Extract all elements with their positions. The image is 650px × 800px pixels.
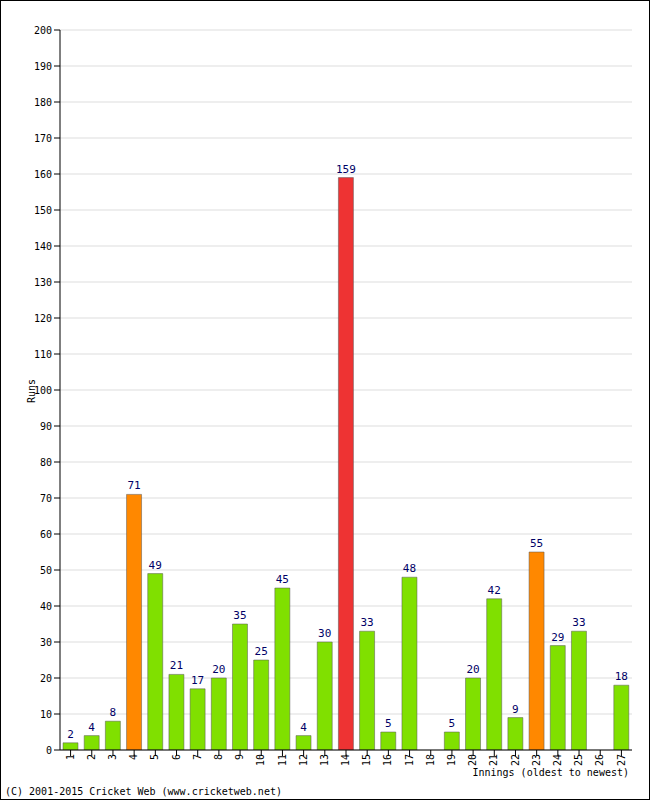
svg-text:180: 180 bbox=[34, 97, 52, 108]
svg-text:42: 42 bbox=[488, 584, 501, 597]
svg-text:21: 21 bbox=[170, 659, 183, 672]
svg-text:6: 6 bbox=[171, 754, 182, 760]
svg-text:71: 71 bbox=[127, 479, 140, 492]
svg-text:130: 130 bbox=[34, 277, 52, 288]
svg-text:2: 2 bbox=[67, 728, 74, 741]
svg-text:159: 159 bbox=[336, 163, 356, 176]
svg-text:23: 23 bbox=[531, 754, 542, 766]
svg-text:30: 30 bbox=[318, 627, 331, 640]
svg-text:4: 4 bbox=[88, 721, 95, 734]
svg-text:11: 11 bbox=[277, 754, 288, 766]
svg-text:26: 26 bbox=[594, 754, 605, 766]
svg-text:14: 14 bbox=[340, 754, 351, 766]
svg-text:60: 60 bbox=[40, 529, 52, 540]
svg-text:33: 33 bbox=[360, 616, 373, 629]
svg-text:15: 15 bbox=[361, 754, 372, 766]
svg-text:120: 120 bbox=[34, 313, 52, 324]
svg-text:8: 8 bbox=[110, 706, 117, 719]
svg-text:33: 33 bbox=[572, 616, 585, 629]
html-text:Runs: Runs bbox=[25, 379, 37, 403]
svg-text:20: 20 bbox=[212, 663, 225, 676]
svg-text:18: 18 bbox=[425, 754, 436, 766]
svg-text:9: 9 bbox=[234, 754, 245, 760]
svg-text:18: 18 bbox=[615, 670, 628, 683]
svg-text:30: 30 bbox=[40, 637, 52, 648]
svg-text:48: 48 bbox=[403, 562, 416, 575]
svg-text:10: 10 bbox=[255, 754, 266, 766]
svg-text:20: 20 bbox=[40, 673, 52, 684]
svg-text:5: 5 bbox=[385, 717, 392, 730]
svg-text:70: 70 bbox=[40, 493, 52, 504]
svg-text:29: 29 bbox=[551, 631, 564, 644]
svg-text:25: 25 bbox=[573, 754, 584, 766]
svg-text:22: 22 bbox=[510, 754, 521, 766]
svg-text:170: 170 bbox=[34, 133, 52, 144]
svg-text:4: 4 bbox=[300, 721, 307, 734]
svg-text:190: 190 bbox=[34, 61, 52, 72]
svg-text:25: 25 bbox=[255, 645, 268, 658]
svg-text:13: 13 bbox=[319, 754, 330, 766]
svg-text:90: 90 bbox=[40, 421, 52, 432]
svg-text:12: 12 bbox=[298, 754, 309, 766]
svg-text:55: 55 bbox=[530, 537, 543, 550]
svg-text:150: 150 bbox=[34, 205, 52, 216]
svg-text:16: 16 bbox=[382, 754, 393, 766]
svg-text:5: 5 bbox=[449, 717, 456, 730]
svg-text:110: 110 bbox=[34, 349, 52, 360]
svg-text:10: 10 bbox=[40, 709, 52, 720]
svg-text:24: 24 bbox=[552, 754, 563, 766]
svg-text:1: 1 bbox=[65, 754, 76, 760]
svg-text:2: 2 bbox=[86, 754, 97, 760]
svg-text:20: 20 bbox=[466, 663, 479, 676]
svg-text:140: 140 bbox=[34, 241, 52, 252]
svg-text:17: 17 bbox=[191, 674, 204, 687]
svg-text:80: 80 bbox=[40, 457, 52, 468]
svg-text:200: 200 bbox=[34, 25, 52, 36]
svg-text:7: 7 bbox=[192, 754, 203, 760]
svg-text:20: 20 bbox=[467, 754, 478, 766]
html-text:(C) 2001-2015 Cricket Web (www: (C) 2001-2015 Cricket Web (www.cricketwe… bbox=[5, 786, 282, 797]
svg-text:4: 4 bbox=[128, 754, 139, 760]
svg-text:3: 3 bbox=[107, 754, 118, 760]
svg-text:19: 19 bbox=[446, 754, 457, 766]
svg-text:40: 40 bbox=[40, 601, 52, 612]
svg-text:21: 21 bbox=[488, 754, 499, 766]
svg-text:100: 100 bbox=[34, 385, 52, 396]
svg-text:8: 8 bbox=[213, 754, 224, 760]
svg-text:0: 0 bbox=[46, 745, 52, 756]
html-text:Innings (oldest to newest): Innings (oldest to newest) bbox=[472, 767, 629, 778]
svg-text:49: 49 bbox=[149, 559, 162, 572]
svg-text:35: 35 bbox=[233, 609, 246, 622]
svg-text:27: 27 bbox=[616, 754, 627, 766]
svg-text:45: 45 bbox=[276, 573, 289, 586]
svg-text:160: 160 bbox=[34, 169, 52, 180]
svg-text:17: 17 bbox=[404, 754, 415, 766]
svg-text:50: 50 bbox=[40, 565, 52, 576]
svg-text:5: 5 bbox=[149, 754, 160, 760]
svg-text:9: 9 bbox=[512, 703, 519, 716]
